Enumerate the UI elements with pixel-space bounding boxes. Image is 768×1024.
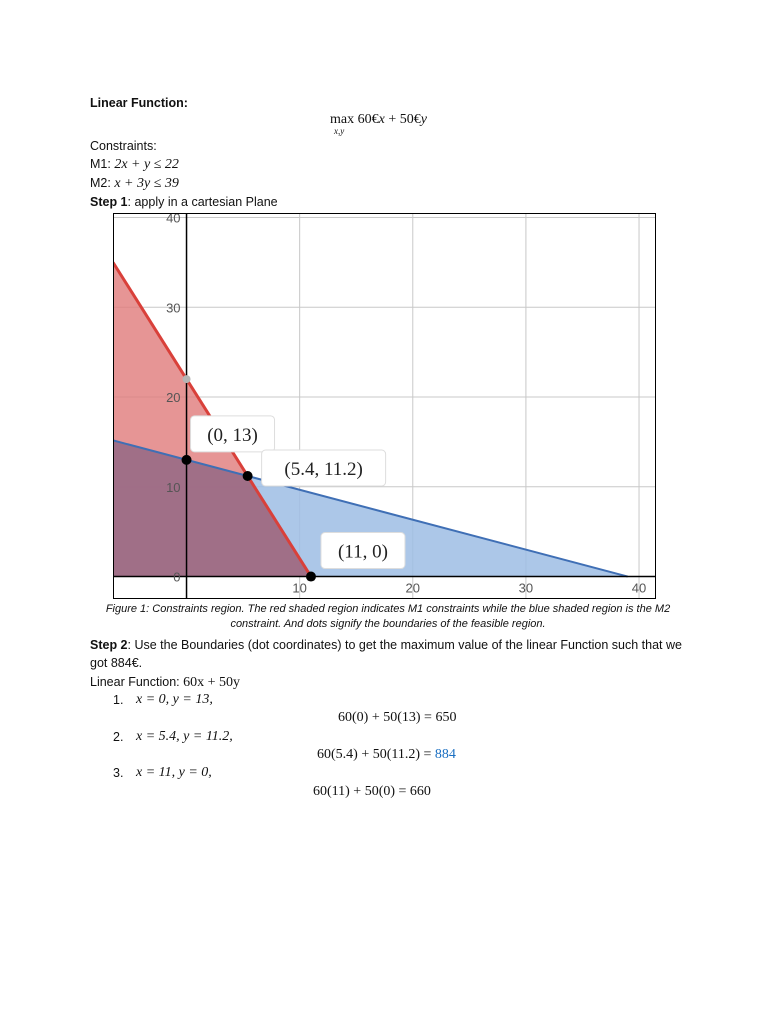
boundary-point [305, 571, 316, 582]
x-tick-label: 40 [632, 581, 646, 596]
item-2-calculation: 60(5.4) + 50(11.2) = 884 [317, 747, 456, 762]
step1-line: Step 1: apply in a cartesian Plane [90, 195, 278, 209]
constraints-chart: 0 10 20 30 40 10 20 30 40 (0, 13) (5.4, 11.2) (11,… [113, 213, 656, 599]
item-1-calculation: 60(0) + 50(13) = 650 [338, 710, 457, 725]
objective-subscript: x,y [334, 126, 345, 136]
max-value-highlight: 884 [434, 747, 456, 762]
point-label-box [190, 415, 276, 453]
m2-line [113, 439, 628, 578]
figure-caption: Figure 1: Constraints region. The red sh… [90, 602, 686, 632]
point-label-box [261, 449, 387, 487]
item-3-condition: x = 11, y = 0, [136, 765, 212, 780]
boundary-point [181, 454, 192, 465]
constraints-label: Constraints: [90, 139, 157, 153]
linear-function-heading: Linear Function: [90, 96, 188, 110]
linear-function-line: Linear Function: 60x + 50y [90, 675, 241, 690]
x-tick-label: 20 [406, 581, 420, 596]
objective-function: max 60€x + 50€y x,y [330, 112, 427, 136]
point-label: (5.4, 11.2) [284, 459, 362, 480]
x-tick-label: 10 [292, 581, 306, 596]
point-label: (11, 0) [338, 542, 388, 563]
y-tick-label: 0 [173, 570, 180, 585]
y-tick-label: 10 [166, 480, 180, 495]
item-1-number: 1. [113, 693, 124, 707]
intercept-point [182, 375, 191, 384]
point-label: (0, 13) [207, 425, 258, 446]
caption-line-1: Figure 1: Constraints region. The red sh… [105, 603, 671, 615]
item-2-condition: x = 5.4, y = 11.2, [136, 729, 233, 744]
feasible-region [113, 440, 311, 577]
item-3-calculation: 60(11) + 50(0) = 660 [313, 784, 431, 799]
caption-line-2: constraint. And dots signify the boundar… [230, 618, 546, 630]
y-tick-label: 40 [166, 213, 180, 225]
step2-paragraph: Step 2: Use the Boundaries (dot coordina… [90, 638, 682, 670]
constraint-m1: M1: 2x + y ≤ 22 [90, 157, 179, 172]
y-tick-label: 30 [166, 300, 180, 315]
y-tick-label: 20 [166, 390, 180, 405]
chart-border [113, 213, 656, 599]
item-1-condition: x = 0, y = 13, [136, 692, 213, 707]
point-label-box [320, 532, 406, 570]
item-3-number: 3. [113, 766, 124, 780]
item-2-number: 2. [113, 730, 124, 744]
constraint-m2: M2: x + 3y ≤ 39 [90, 176, 179, 191]
x-tick-label: 30 [519, 581, 533, 596]
boundary-point [242, 471, 253, 482]
